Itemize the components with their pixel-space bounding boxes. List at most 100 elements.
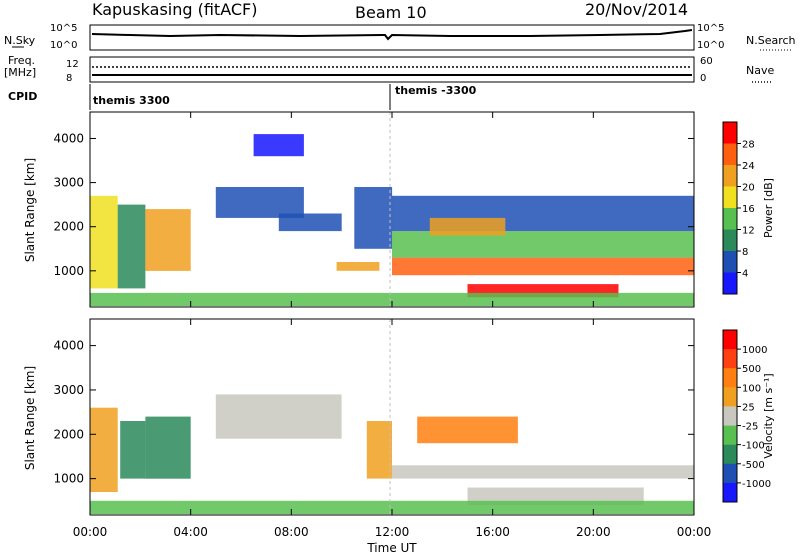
velocity-colorbar-swatch-3 xyxy=(723,387,737,407)
velocity-colorbar: 1000 500 100 25 -25 -100 -500 -1000 Velocity [m… xyxy=(722,329,775,503)
velocity-ytick-label-1: 2000 xyxy=(53,427,84,441)
station-title: Kapuskasing (fitACF) xyxy=(92,0,257,19)
power-region-12 xyxy=(429,217,506,236)
power-region-1 xyxy=(117,204,146,289)
velocity-colorbar-swatch-0 xyxy=(723,330,737,350)
velocity-panel: 1000 2000 3000 4000 Slant Range [km] xyxy=(23,318,695,516)
velocity-ylabel: Slant Range [km] xyxy=(23,366,37,470)
velocity-colorbar-label: Velocity [m s⁻¹] xyxy=(762,373,775,458)
power-region-2 xyxy=(145,209,191,271)
velocity-region-8 xyxy=(90,500,694,515)
power-colorbar-ticks: 28 24 20 16 12 8 4 xyxy=(737,140,755,280)
power-colorbar-swatches xyxy=(723,122,737,295)
x-tick-label-2: 08:00 xyxy=(274,525,309,539)
velocity-ytick-label-2: 3000 xyxy=(53,383,84,397)
velocity-colorbar-tick-label-5: -100 xyxy=(742,441,765,452)
power-ytick-label-2: 3000 xyxy=(53,176,84,190)
velocity-colorbar-swatch-2 xyxy=(723,368,737,388)
noise-left-tick-bottom: 10^0 xyxy=(50,40,77,51)
power-panel: 1000 2000 3000 4000 Slant Range [km] xyxy=(23,111,695,308)
velocity-colorbar-tick-label-2: 100 xyxy=(742,383,761,394)
power-colorbar-label: Power [dB] xyxy=(762,178,775,238)
cpid-label: CPID xyxy=(8,90,37,103)
freq-panel: Freq. [MHz] 12 8 60 0 Nave xyxy=(4,54,774,84)
power-region-6 xyxy=(336,262,380,271)
x-tick-label-5: 20:00 xyxy=(576,525,611,539)
power-colorbar-tick-label-0: 28 xyxy=(742,140,755,151)
power-region-0 xyxy=(90,195,118,289)
velocity-colorbar-tick-label-6: -500 xyxy=(742,460,765,471)
velocity-colorbar-tick-label-7: -1000 xyxy=(742,479,771,490)
velocity-region-5 xyxy=(392,465,694,479)
power-region-9 xyxy=(392,231,694,258)
velocity-region-0 xyxy=(90,407,118,492)
x-tick-label-1: 04:00 xyxy=(173,525,208,539)
velocity-y-ticks: 1000 2000 3000 4000 xyxy=(53,339,694,486)
velocity-ytick-label-0: 1000 xyxy=(53,472,84,486)
noise-panel: N.Sky 10^5 10^0 10^5 10^0 N.Search xyxy=(4,23,796,51)
power-region-3 xyxy=(215,187,304,218)
velocity-region-7 xyxy=(417,416,518,444)
velocity-colorbar-swatches xyxy=(723,330,737,503)
freq-tick-bottom: 8 xyxy=(66,73,72,84)
noise-right-tick-bottom: 10^0 xyxy=(697,40,724,51)
velocity-region-3 xyxy=(215,394,342,439)
cpid-segment-2: themis -3300 xyxy=(395,84,477,97)
power-ytick-label-3: 4000 xyxy=(53,131,84,145)
cpid-segment-1: themis 3300 xyxy=(93,94,170,107)
power-colorbar-swatch-3 xyxy=(723,186,737,209)
power-ytick-label-0: 1000 xyxy=(53,264,84,278)
freq-label-1: Freq. xyxy=(8,54,35,67)
velocity-colorbar-swatch-7 xyxy=(723,463,737,484)
velocity-region-6 xyxy=(467,487,644,506)
nave-tick-top: 60 xyxy=(700,56,713,67)
power-colorbar-tick-label-1: 24 xyxy=(742,161,755,172)
power-ytick-label-1: 2000 xyxy=(53,220,84,234)
x-axis: 00:00 04:00 08:00 12:00 16:00 20:00 00:00 xyxy=(73,112,712,539)
x-tick-label-0: 00:00 xyxy=(73,525,108,539)
x-tick-label-6: 00:00 xyxy=(677,525,712,539)
power-colorbar-swatch-0 xyxy=(723,122,737,144)
velocity-regions xyxy=(90,394,694,515)
date-title: 20/Nov/2014 xyxy=(585,0,688,19)
power-region-5 xyxy=(253,134,304,157)
velocity-colorbar-tick-label-4: -25 xyxy=(742,422,758,433)
velocity-colorbar-swatch-8 xyxy=(723,482,737,503)
power-colorbar-tick-label-4: 12 xyxy=(742,226,755,237)
power-colorbar-swatch-6 xyxy=(723,251,737,273)
velocity-colorbar-swatch-5 xyxy=(723,425,737,446)
x-tick-label-3: 12:00 xyxy=(375,525,410,539)
velocity-region-4 xyxy=(366,421,392,479)
velocity-colorbar-swatch-6 xyxy=(723,444,737,465)
noise-left-label: N.Sky xyxy=(4,34,36,47)
power-colorbar-tick-label-6: 4 xyxy=(742,269,748,280)
power-colorbar-tick-label-3: 16 xyxy=(742,204,755,215)
power-colorbar-swatch-4 xyxy=(723,208,737,230)
velocity-ytick-label-3: 4000 xyxy=(53,339,84,353)
power-region-13 xyxy=(90,292,694,307)
power-region-7 xyxy=(354,187,393,249)
power-colorbar-swatch-7 xyxy=(723,272,737,295)
power-region-4 xyxy=(278,213,342,232)
nave-label: Nave xyxy=(746,64,774,77)
nave-tick-bottom: 0 xyxy=(700,73,706,84)
velocity-colorbar-tick-label-0: 1000 xyxy=(742,345,767,356)
beam-title: Beam 10 xyxy=(355,3,427,22)
x-axis-label: Time UT xyxy=(366,541,417,554)
power-colorbar-swatch-5 xyxy=(723,229,737,252)
noise-right-label: N.Search xyxy=(746,34,796,47)
power-colorbar-tick-label-5: 8 xyxy=(742,247,748,258)
power-colorbar-swatch-2 xyxy=(723,165,737,187)
power-y-ticks: 1000 2000 3000 4000 xyxy=(53,131,694,278)
velocity-region-1 xyxy=(120,421,146,479)
power-regions xyxy=(90,134,694,307)
velocity-colorbar-swatch-4 xyxy=(723,406,737,426)
x-tick-label-4: 16:00 xyxy=(475,525,510,539)
cpid-panel: CPID themis 3300 themis -3300 xyxy=(8,84,477,110)
velocity-colorbar-swatch-1 xyxy=(723,349,737,369)
power-colorbar-tick-label-2: 20 xyxy=(742,183,755,194)
freq-tick-top: 12 xyxy=(66,59,79,70)
velocity-colorbar-tick-label-3: 25 xyxy=(742,402,755,413)
power-colorbar: 28 24 20 16 12 8 4 Power [dB] xyxy=(722,121,775,295)
